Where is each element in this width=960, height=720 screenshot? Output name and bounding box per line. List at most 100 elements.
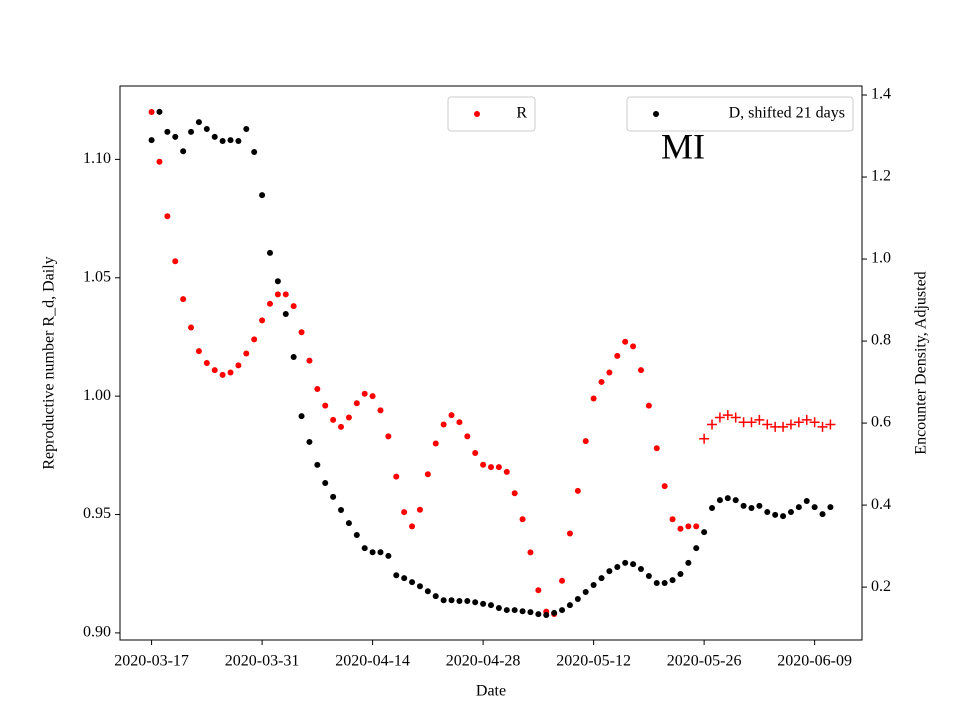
dot (385, 552, 392, 559)
dot (440, 597, 447, 604)
x-axis-label: Date (476, 683, 506, 700)
dot (156, 108, 163, 115)
dot (172, 133, 179, 140)
dot (401, 509, 408, 516)
dot (290, 303, 297, 310)
x-tick-label: 2020-06-09 (777, 653, 852, 670)
dot (827, 504, 834, 511)
dot (495, 464, 502, 471)
legend-box (447, 96, 536, 132)
dot (227, 137, 234, 144)
dot (740, 502, 747, 509)
dot (614, 564, 621, 571)
dot (606, 369, 613, 376)
dot (432, 440, 439, 447)
y-axis-label: Reproductive number R_d, Daily (41, 256, 58, 469)
dot (598, 575, 605, 582)
dot (519, 608, 526, 615)
dot (448, 412, 455, 419)
dot (266, 249, 273, 256)
dot (416, 583, 423, 590)
dot (345, 520, 352, 527)
x-tick-label: 2020-05-26 (667, 653, 742, 670)
dot (669, 577, 676, 584)
dot (495, 605, 502, 612)
plus-marker (714, 412, 725, 423)
dot (211, 133, 218, 140)
dot (764, 509, 771, 516)
dot (511, 607, 518, 614)
plus-marker (809, 417, 820, 428)
legend-label: R (516, 105, 527, 122)
dot (574, 487, 581, 494)
dot (188, 128, 195, 135)
plus-marker (778, 421, 789, 432)
y-tick-label: 1.05 (83, 268, 111, 285)
dot (314, 461, 321, 468)
dot (590, 395, 597, 402)
dot (432, 593, 439, 600)
dot (322, 402, 329, 409)
dot (290, 354, 297, 361)
dot (338, 423, 345, 430)
y2-tick-label: 0.8 (871, 332, 891, 349)
dot (361, 545, 368, 552)
dot (472, 599, 479, 606)
dot (598, 378, 605, 385)
dot (330, 493, 337, 500)
x-tick-label: 2020-04-28 (446, 653, 521, 670)
dot (480, 461, 487, 468)
dot (393, 473, 400, 480)
y-tick-label: 0.95 (83, 505, 111, 522)
dot (519, 516, 526, 523)
dot (282, 310, 289, 317)
dot (306, 438, 313, 445)
plus-marker (817, 421, 828, 432)
dot (235, 362, 242, 369)
dot (582, 438, 589, 445)
dot (251, 149, 258, 156)
y-tick-label: 0.90 (83, 624, 111, 641)
dot (322, 479, 329, 486)
dot (156, 158, 163, 165)
dot (622, 559, 629, 566)
dot (369, 549, 376, 556)
x-tick-label: 2020-03-31 (225, 653, 300, 670)
dot (259, 317, 266, 324)
legend-box (626, 96, 854, 132)
dot (661, 483, 668, 490)
dot (385, 433, 392, 440)
dot (582, 589, 589, 596)
dot (330, 416, 337, 423)
plus-marker (722, 410, 733, 421)
plus-marker (707, 419, 718, 430)
dot (622, 338, 629, 345)
dot (543, 611, 550, 618)
dot (637, 566, 644, 573)
dot (527, 549, 534, 556)
dot (203, 126, 210, 133)
dot (393, 572, 400, 579)
dot (164, 128, 171, 135)
dot (203, 360, 210, 366)
dot (353, 400, 360, 407)
dot (748, 504, 755, 511)
dot (693, 523, 700, 530)
dot (440, 421, 447, 428)
dot (685, 523, 692, 530)
dot (195, 119, 202, 126)
dot (243, 350, 250, 357)
dot (219, 371, 226, 378)
y-tick-label: 1.00 (83, 387, 111, 404)
plus-marker (730, 412, 741, 423)
dot (716, 497, 723, 504)
dot (172, 258, 179, 265)
dot (148, 137, 155, 144)
plus-marker (785, 419, 796, 430)
dot (606, 568, 613, 575)
dot (574, 595, 581, 602)
dot (282, 291, 289, 298)
dot (361, 390, 368, 397)
dot (314, 386, 321, 393)
